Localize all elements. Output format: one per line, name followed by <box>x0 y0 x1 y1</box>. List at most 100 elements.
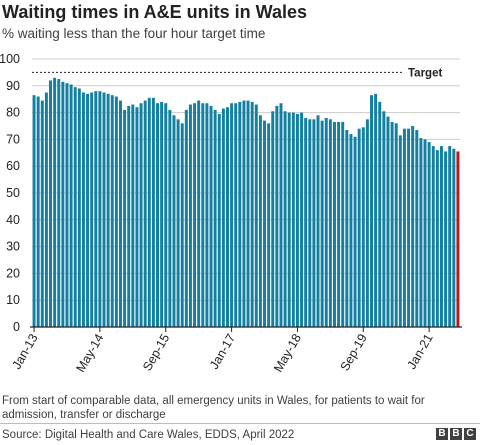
bar <box>365 119 369 327</box>
bar <box>118 100 122 327</box>
bar <box>106 93 110 327</box>
bar <box>172 115 176 327</box>
y-tick-label: 40 <box>6 213 20 227</box>
bar <box>69 84 73 328</box>
y-tick-label: 90 <box>6 79 20 93</box>
bar <box>390 121 394 327</box>
bar <box>238 101 242 327</box>
chart-note: From start of comparable data, all emerg… <box>2 395 425 421</box>
bar <box>36 96 40 327</box>
bar <box>156 103 160 327</box>
bar <box>102 92 106 327</box>
y-tick-label: 60 <box>6 159 20 173</box>
bar <box>65 83 69 327</box>
bar <box>341 121 345 327</box>
bar <box>225 107 229 327</box>
bar <box>357 128 361 327</box>
bar <box>40 100 44 327</box>
bar <box>135 107 139 327</box>
bar <box>398 135 402 327</box>
bars <box>32 77 460 328</box>
bar <box>254 104 258 327</box>
bar <box>160 101 164 327</box>
bar <box>415 130 419 327</box>
chart-title: Waiting times in A&E units in Wales <box>2 2 308 22</box>
bar <box>143 100 147 327</box>
bar <box>53 77 57 327</box>
logo-letter: B <box>436 428 448 440</box>
target-line-group: Target <box>32 67 442 79</box>
bar <box>267 123 271 327</box>
bar <box>242 100 246 327</box>
bar <box>234 103 238 327</box>
bar <box>431 146 435 327</box>
bar <box>90 92 94 327</box>
bar <box>230 103 234 327</box>
bar <box>394 123 398 327</box>
y-tick-label: 0 <box>13 320 20 334</box>
y-axis-labels: 0 10 20 30 40 50 60 70 80 90 100 <box>0 52 20 334</box>
bar <box>320 120 324 327</box>
bar <box>435 150 439 327</box>
bar <box>287 112 291 327</box>
bar <box>444 151 448 327</box>
bar <box>221 108 225 327</box>
bar <box>291 112 295 327</box>
bar <box>448 146 452 327</box>
bar <box>197 100 201 327</box>
bar <box>312 119 316 327</box>
x-tick-label: Sep-19 <box>338 331 370 373</box>
bar <box>73 87 77 327</box>
bar <box>345 130 349 327</box>
bar <box>168 109 172 327</box>
bar <box>246 100 250 327</box>
y-tick-label: 10 <box>6 293 20 307</box>
bar <box>271 111 275 327</box>
bar <box>180 123 184 327</box>
bar <box>258 115 262 327</box>
bar <box>263 120 267 327</box>
bar <box>205 103 209 327</box>
y-tick-label: 20 <box>6 266 20 280</box>
bar <box>328 119 332 327</box>
logo-letter: B <box>450 428 462 440</box>
x-tick-label: May-18 <box>271 331 304 374</box>
bar-chart: 0 10 20 30 40 50 60 70 80 90 100 Target Jan-13 May-… <box>0 52 462 375</box>
bar <box>44 92 48 327</box>
bar <box>86 93 90 327</box>
target-label: Target <box>408 67 442 79</box>
bar <box>370 95 374 328</box>
bar <box>209 105 213 328</box>
bar <box>316 115 320 327</box>
bar <box>324 117 328 328</box>
bar <box>32 95 36 328</box>
y-tick-label: 30 <box>6 240 20 254</box>
y-tick-label: 50 <box>6 186 20 200</box>
bar <box>147 97 151 327</box>
footer-divider <box>0 423 480 424</box>
bar <box>353 136 357 327</box>
bar <box>81 92 85 327</box>
bar <box>201 103 205 327</box>
bar <box>217 113 221 327</box>
bar <box>77 88 81 327</box>
bar <box>419 138 423 327</box>
bar <box>123 109 127 327</box>
x-tick-label: Jan-13 <box>9 331 40 371</box>
bar <box>176 119 180 327</box>
x-tick-label: Jan-21 <box>404 331 435 371</box>
bar <box>423 139 427 327</box>
bar <box>308 119 312 327</box>
bar <box>300 112 304 327</box>
bar <box>184 109 188 327</box>
chart-subtitle: % waiting less than the four hour target… <box>2 26 266 41</box>
bar <box>213 109 217 327</box>
bar <box>188 104 192 327</box>
bar <box>304 117 308 328</box>
bar <box>427 142 431 327</box>
bar <box>374 93 378 327</box>
bar <box>452 148 456 327</box>
bar <box>127 105 131 328</box>
bar <box>49 80 53 327</box>
x-tick-label: Jan-17 <box>207 331 238 371</box>
